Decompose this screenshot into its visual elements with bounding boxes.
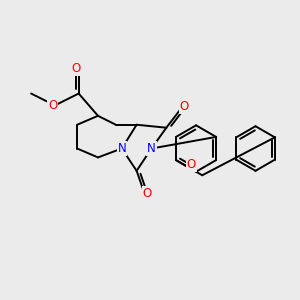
Text: N: N [147,142,156,155]
Text: O: O [48,99,57,112]
Text: O: O [71,62,80,75]
Text: O: O [187,158,196,171]
Text: O: O [180,100,189,113]
Text: O: O [142,187,152,200]
Text: N: N [117,142,126,155]
